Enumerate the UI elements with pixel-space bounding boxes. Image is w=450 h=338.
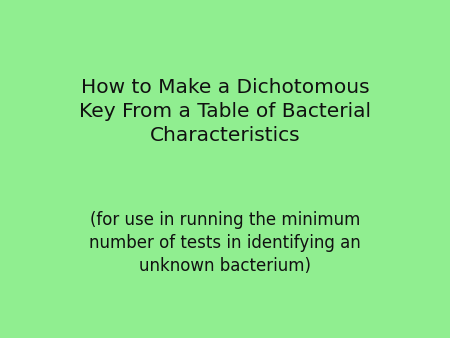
Text: (for use in running the minimum
number of tests in identifying an
unknown bacter: (for use in running the minimum number o… <box>89 212 361 275</box>
Text: How to Make a Dichotomous
Key From a Table of Bacterial
Characteristics: How to Make a Dichotomous Key From a Tab… <box>79 78 371 145</box>
